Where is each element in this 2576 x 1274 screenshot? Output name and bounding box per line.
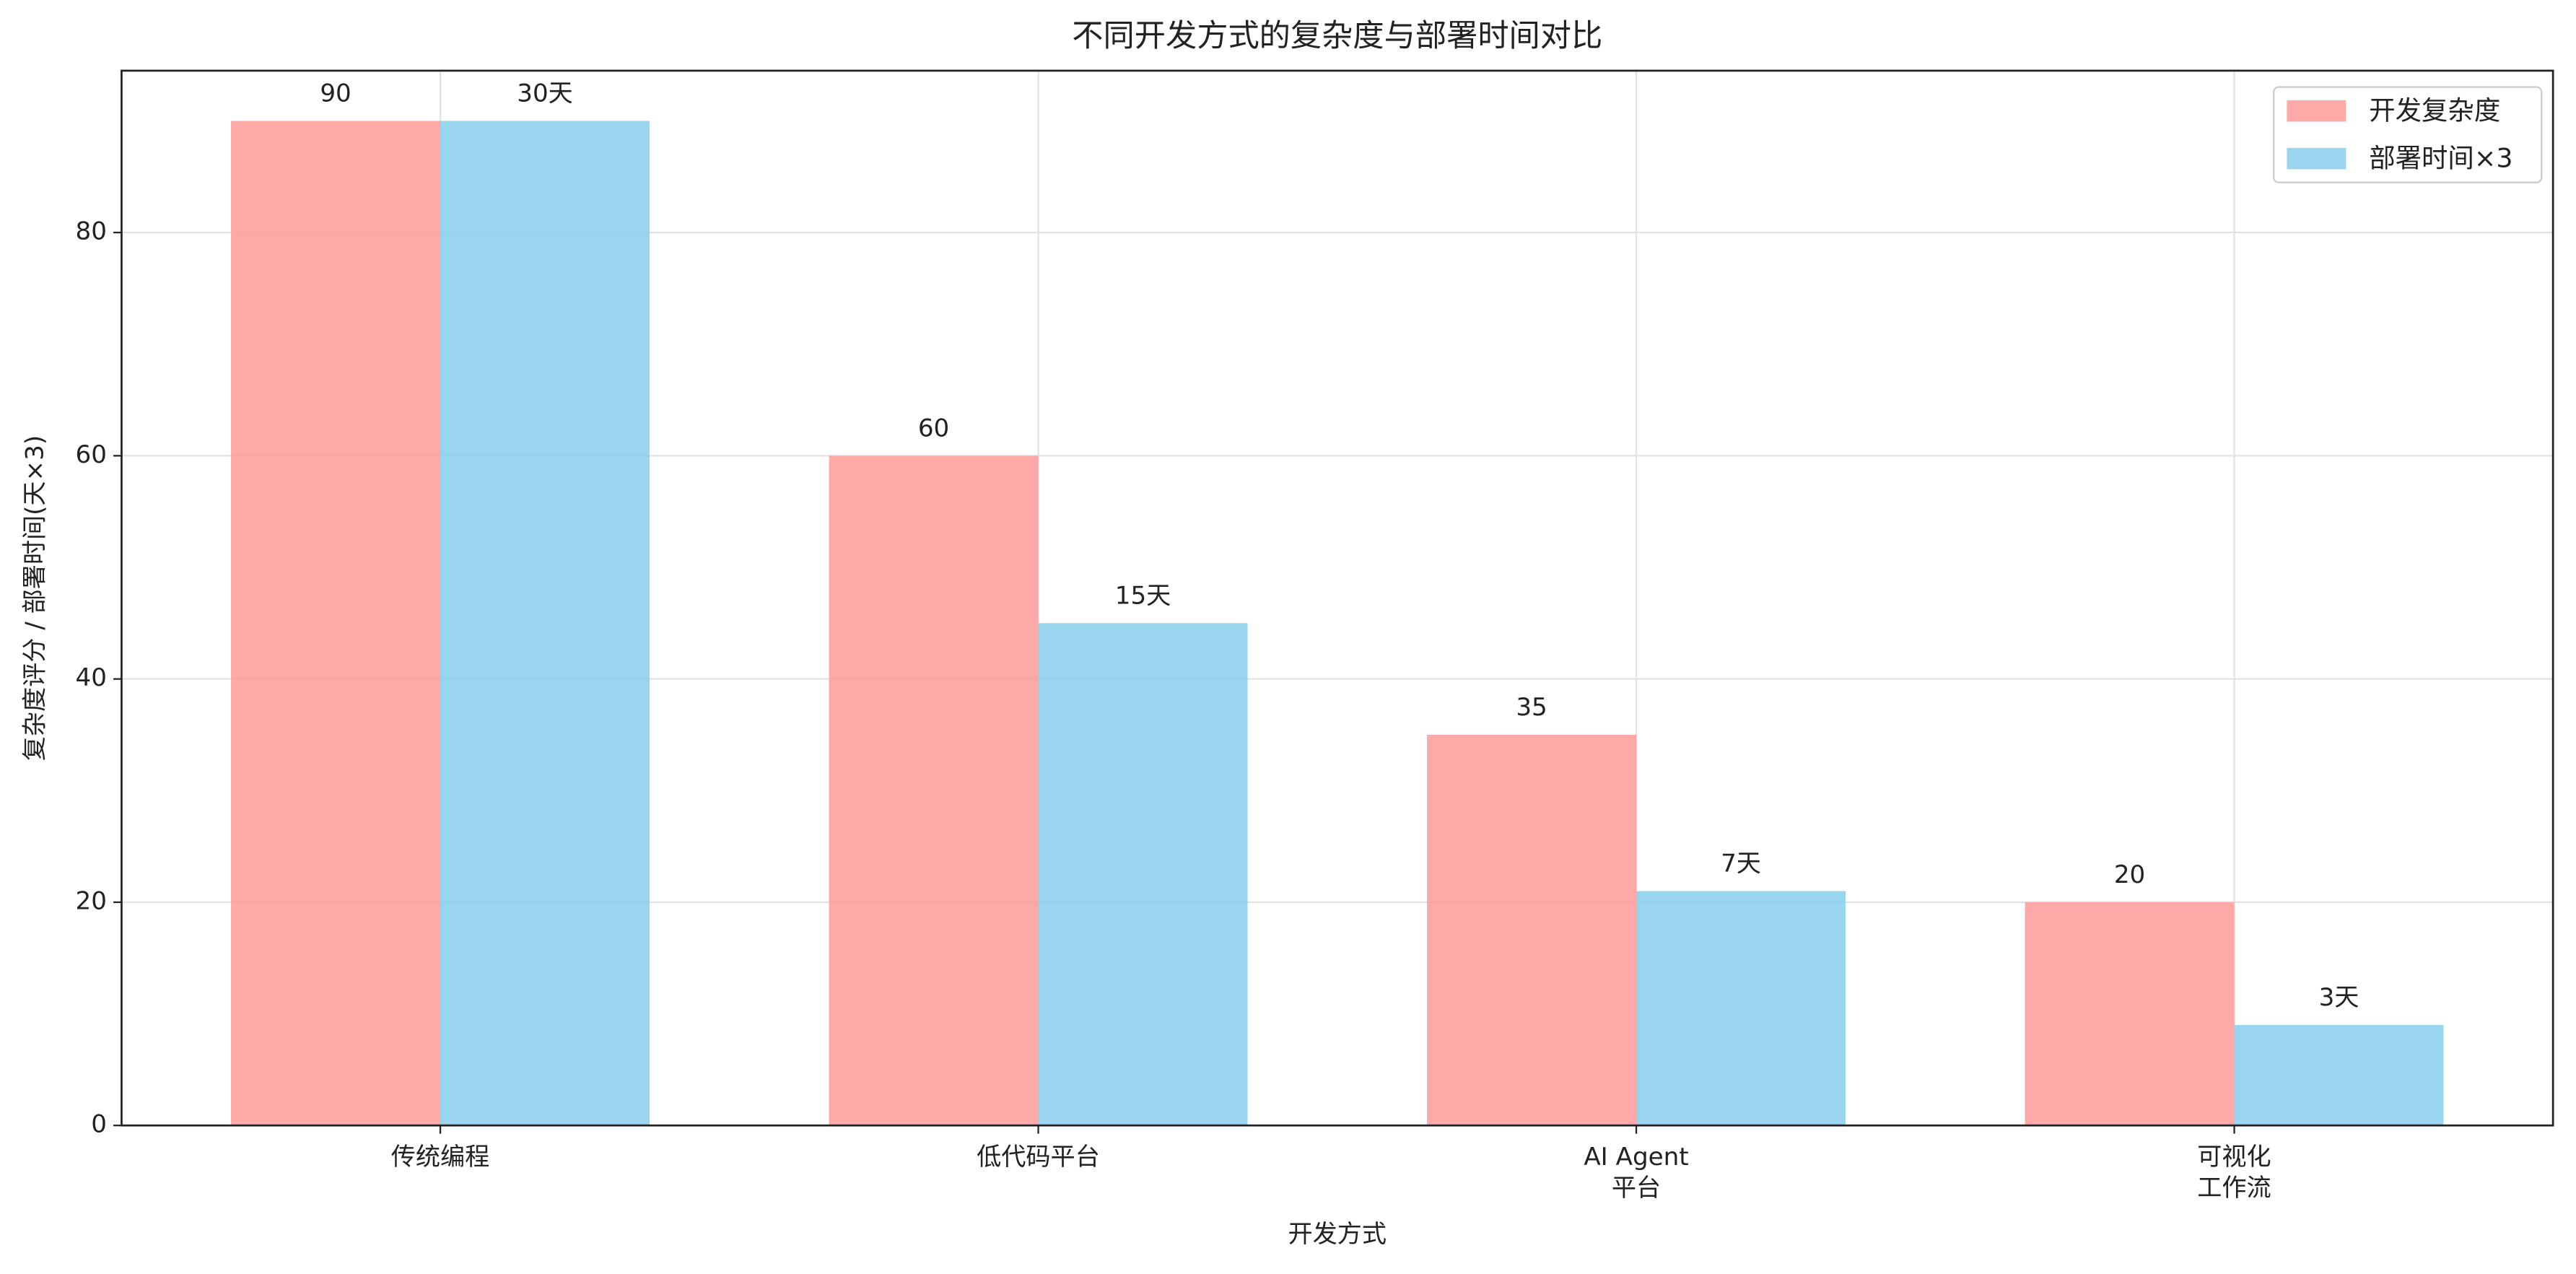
bar xyxy=(440,121,650,1126)
legend-swatch xyxy=(2287,100,2346,122)
data-label: 90 xyxy=(320,79,351,108)
data-label: 15天 xyxy=(1115,581,1171,610)
data-label: 60 xyxy=(918,414,949,442)
x-tick-label-box: 可视化 工作流 xyxy=(2197,1141,2271,1203)
bar xyxy=(1038,623,1248,1126)
y-tick-label: 0 xyxy=(91,1110,107,1139)
legend-label: 开发复杂度 xyxy=(2369,95,2500,126)
x-tick-label: AI Agent 平台 xyxy=(1584,1141,1689,1203)
legend-swatch xyxy=(2287,147,2346,170)
legend-label: 部署时间×3 xyxy=(2369,142,2512,173)
bar xyxy=(2234,1025,2444,1126)
y-tick-label: 40 xyxy=(76,663,107,692)
y-tick-label: 60 xyxy=(76,440,107,469)
chart-title: 不同开发方式的复杂度与部署时间对比 xyxy=(1072,18,1602,54)
bar xyxy=(1636,891,1846,1126)
x-tick-label-box: 传统编程 xyxy=(390,1141,490,1172)
y-axis-label: 复杂度评分 / 部署时间(天×3) xyxy=(21,435,50,761)
x-tick-label: 传统编程 xyxy=(390,1141,490,1172)
bar xyxy=(231,121,441,1126)
x-tick-label: 低代码平台 xyxy=(977,1141,1100,1172)
bar xyxy=(829,455,1039,1126)
y-tick-label: 20 xyxy=(76,886,107,915)
y-tick-label: 80 xyxy=(76,217,107,246)
data-label: 7天 xyxy=(1721,850,1761,878)
x-tick-label-box: AI Agent 平台 xyxy=(1584,1141,1689,1203)
bar xyxy=(2025,902,2235,1126)
plot-frame xyxy=(121,69,2554,1127)
x-axis-label: 开发方式 xyxy=(1288,1220,1387,1249)
data-label: 30天 xyxy=(517,79,573,108)
data-label: 35 xyxy=(1516,693,1547,722)
x-tick-label-box: 低代码平台 xyxy=(977,1141,1100,1172)
bar xyxy=(1427,734,1637,1126)
x-tick-label: 可视化 工作流 xyxy=(2197,1141,2271,1203)
data-label: 20 xyxy=(2114,860,2145,889)
data-label: 3天 xyxy=(2319,983,2359,1012)
